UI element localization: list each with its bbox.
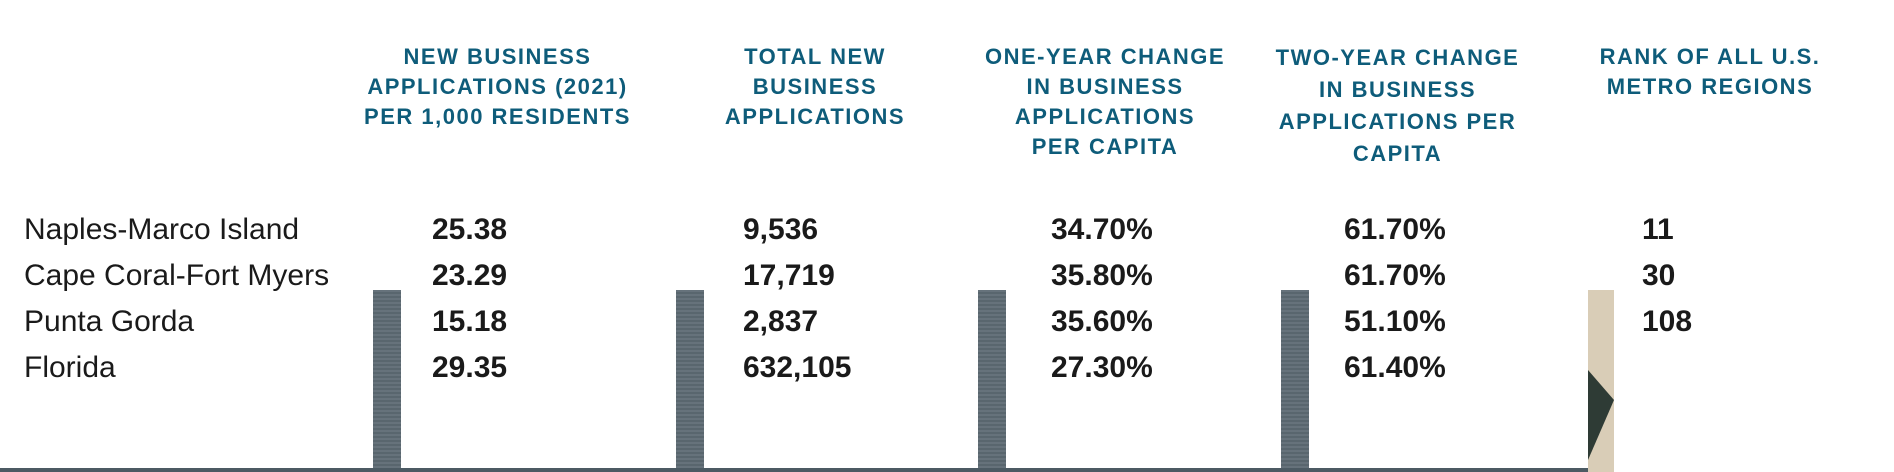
decorative-strip (373, 290, 401, 472)
rank-value: 108 (1642, 305, 1693, 338)
one-year-change-value: 35.80% (1051, 259, 1153, 292)
header-line: APPLICATIONS PER (1278, 109, 1517, 134)
two-year-change-value: 61.70% (1344, 259, 1446, 292)
total-value: 17,719 (743, 259, 835, 292)
header-line: RANK OF ALL U.S. (1599, 44, 1821, 69)
bottom-divider (0, 468, 1588, 472)
two-year-change-value: 61.40% (1344, 351, 1446, 384)
total-value: 9,536 (743, 213, 819, 246)
decorative-strip (1281, 290, 1309, 472)
header-line: IN BUSINESS (1026, 74, 1184, 99)
table-row: Punta Gorda 15.18 2,837 35.60% 51.10% 10… (0, 299, 1894, 345)
one-year-change-value: 27.30% (1051, 351, 1153, 384)
region-name: Naples-Marco Island (24, 213, 300, 246)
per-1000-value: 29.35 (432, 351, 508, 384)
column-header-total: TOTAL NEW BUSINESS APPLICATIONS (700, 42, 930, 132)
column-header-per-1000: NEW BUSINESS APPLICATIONS (2021) PER 1,0… (345, 42, 650, 132)
per-1000-value: 15.18 (432, 305, 508, 338)
header-line: ONE-YEAR CHANGE (984, 44, 1226, 69)
region-name: Florida (24, 351, 116, 384)
table-row: Cape Coral-Fort Myers 23.29 17,719 35.80… (0, 253, 1894, 299)
header-line: TWO-YEAR CHANGE (1275, 45, 1520, 70)
header-line: BUSINESS (752, 74, 878, 99)
rank-value: 11 (1642, 213, 1674, 246)
header-line: APPLICATIONS (724, 104, 906, 129)
decorative-strip (676, 290, 704, 472)
column-header-two-year-change: TWO-YEAR CHANGE IN BUSINESS APPLICATIONS… (1265, 42, 1530, 170)
header-line: APPLICATIONS (1014, 104, 1196, 129)
header-line: CAPITA (1352, 141, 1443, 166)
rank-value: 30 (1642, 259, 1676, 292)
header-line: TOTAL NEW (744, 44, 886, 69)
header-line: NEW BUSINESS (403, 44, 592, 69)
column-header-rank: RANK OF ALL U.S. METRO REGIONS (1580, 42, 1840, 102)
per-1000-value: 25.38 (432, 213, 508, 246)
one-year-change-value: 34.70% (1051, 213, 1153, 246)
total-value: 632,105 (743, 351, 852, 384)
total-value: 2,837 (743, 305, 819, 338)
two-year-change-value: 61.70% (1344, 213, 1446, 246)
one-year-change-value: 35.60% (1051, 305, 1153, 338)
per-1000-value: 23.29 (432, 259, 508, 292)
header-line: METRO REGIONS (1606, 74, 1814, 99)
header-line: IN BUSINESS (1318, 77, 1477, 102)
header-line: APPLICATIONS (2021) (367, 74, 628, 99)
header-line: PER 1,000 RESIDENTS (364, 104, 631, 129)
header-line: PER CAPITA (1031, 134, 1179, 159)
region-name: Punta Gorda (24, 305, 195, 338)
decorative-strip (978, 290, 1006, 472)
table-row: Naples-Marco Island 25.38 9,536 34.70% 6… (0, 207, 1894, 253)
background-photo-edge (1588, 290, 1614, 472)
column-header-one-year-change: ONE-YEAR CHANGE IN BUSINESS APPLICATIONS… (975, 42, 1235, 162)
two-year-change-value: 51.10% (1344, 305, 1446, 338)
table-row: Florida 29.35 632,105 27.30% 61.40% (0, 345, 1894, 391)
region-name: Cape Coral-Fort Myers (24, 259, 330, 292)
